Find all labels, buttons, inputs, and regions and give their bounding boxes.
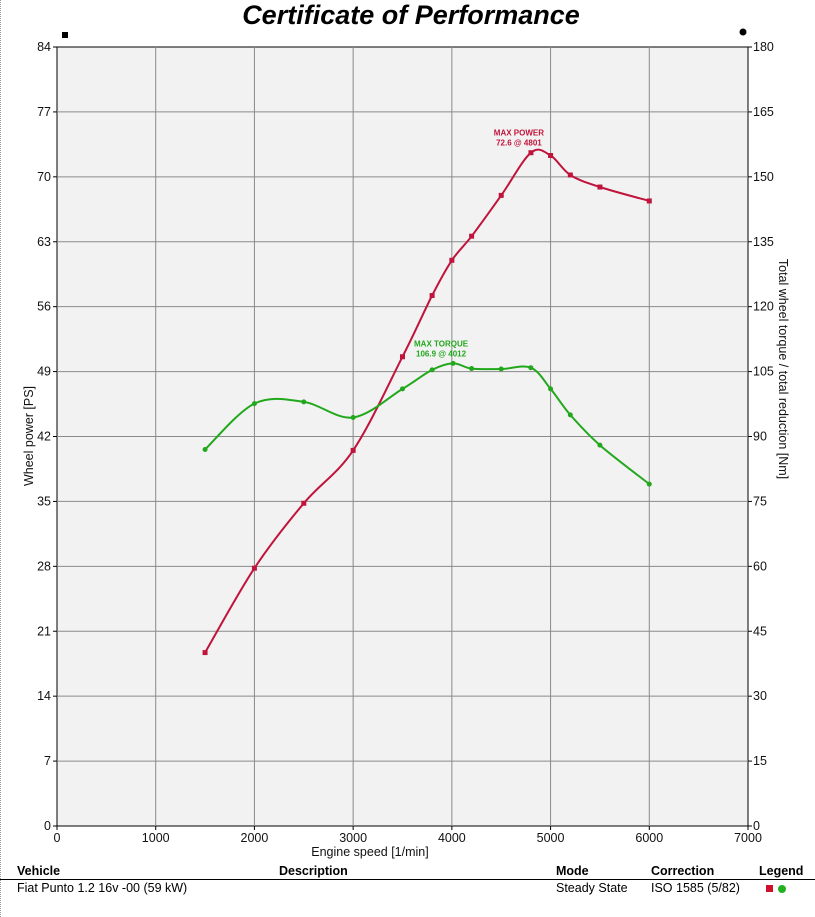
torque-data-point [597, 442, 603, 448]
power-data-point [498, 192, 504, 198]
y2-axis-ticks: 0 15 30 45 60 75 90 105 120 135 150 165 180 [748, 40, 774, 833]
y-tick-label: 70 [37, 170, 51, 184]
y2-tick-label: 105 [753, 365, 774, 379]
corner-square-marker [62, 32, 68, 38]
vehicle-header: Vehicle [17, 864, 61, 878]
info-divider [0, 879, 815, 880]
power-data-point [449, 257, 455, 263]
max-power-annotation-value: 72.6 @ 4801 [496, 139, 542, 148]
performance-chart: Certificate of Performance 0 1000 2000 3000… [22, 0, 790, 859]
power-data-point [350, 447, 356, 453]
y-axis-ticks: 0 7 14 21 28 35 42 49 56 63 70 77 84 [37, 40, 57, 833]
max-power-annotation-title: MAX POWER [494, 129, 544, 138]
y2-tick-label: 0 [753, 819, 760, 833]
x-tick-label: 4000 [438, 831, 466, 845]
x-axis-ticks: 0 1000 2000 3000 4000 5000 6000 7000 [54, 826, 762, 845]
y2-tick-label: 45 [753, 624, 767, 638]
y-axis-label: Wheel power [PS] [22, 386, 36, 486]
y2-tick-label: 180 [753, 40, 774, 54]
x-axis-label: Engine speed [1/min] [311, 845, 428, 859]
correction-value: ISO 1585 (5/82) [651, 881, 740, 895]
power-data-point [469, 233, 475, 239]
power-data-point [400, 354, 405, 360]
torque-legend-circle-icon [778, 884, 786, 893]
power-data-point [646, 198, 652, 204]
power-data-point [429, 293, 435, 299]
power-data-point [567, 172, 573, 178]
y2-tick-label: 165 [753, 105, 774, 119]
y-tick-label: 42 [37, 430, 51, 444]
y-tick-label: 63 [37, 235, 51, 249]
correction-header: Correction [651, 864, 715, 878]
power-data-point [597, 184, 603, 190]
legend-header: Legend [759, 864, 804, 878]
torque-data-point [400, 386, 405, 392]
y2-tick-label: 120 [753, 300, 774, 314]
vehicle-info-table: Vehicle Description Mode Correction Lege… [0, 862, 815, 902]
torque-data-point [498, 366, 504, 372]
y-tick-label: 84 [37, 40, 51, 54]
x-tick-label: 1000 [142, 831, 170, 845]
legend-marks [766, 881, 786, 895]
torque-data-point [567, 412, 573, 418]
y2-tick-label: 75 [753, 494, 767, 508]
y-tick-label: 7 [44, 754, 51, 768]
y-tick-label: 14 [37, 689, 51, 703]
y2-tick-label: 135 [753, 235, 774, 249]
torque-data-point [528, 365, 534, 371]
torque-data-point [548, 386, 554, 392]
torque-data-point [251, 401, 257, 407]
y-tick-label: 21 [37, 624, 51, 638]
torque-data-point [301, 399, 307, 405]
power-data-point [548, 153, 554, 159]
torque-data-point [350, 414, 356, 420]
torque-data-point [450, 360, 456, 366]
y2-tick-label: 30 [753, 689, 767, 703]
y-tick-label: 77 [37, 105, 51, 119]
x-tick-label: 7000 [734, 831, 762, 845]
power-data-point [202, 650, 208, 656]
max-torque-annotation-title: MAX TORQUE [414, 339, 469, 348]
y2-tick-label: 90 [753, 430, 767, 444]
y2-tick-label: 60 [753, 559, 767, 573]
mode-value: Steady State [556, 881, 628, 895]
y-tick-label: 49 [37, 365, 51, 379]
x-tick-label: 0 [54, 831, 61, 845]
series-group [202, 148, 652, 656]
torque-data-point [429, 367, 435, 373]
y2-axis-label: Total wheel torque / total reduction [Nm… [776, 259, 790, 479]
torque-data-point [202, 446, 208, 452]
description-header: Description [279, 864, 348, 878]
torque-data-point [469, 366, 475, 372]
y-tick-label: 28 [37, 559, 51, 573]
vehicle-value: Fiat Punto 1.2 16v -00 (59 kW) [17, 881, 188, 895]
y2-tick-label: 15 [753, 754, 767, 768]
corner-dot-marker [739, 28, 747, 36]
power-data-point [251, 565, 257, 571]
grid-lines [57, 47, 748, 826]
page-left-border [0, 0, 1, 917]
power-data-point [301, 500, 307, 506]
y-tick-label: 56 [37, 300, 51, 314]
max-torque-annotation-value: 106.9 @ 4012 [416, 349, 467, 358]
power-data-point [528, 150, 534, 156]
x-tick-label: 2000 [241, 831, 269, 845]
power-legend-square-icon [766, 885, 773, 893]
x-tick-label: 3000 [339, 831, 367, 845]
y2-tick-label: 150 [753, 170, 774, 184]
x-tick-label: 5000 [537, 831, 565, 845]
y-tick-label: 0 [44, 819, 51, 833]
x-tick-label: 6000 [635, 831, 663, 845]
chart-title: Certificate of Performance [242, 0, 580, 30]
y-tick-label: 35 [37, 494, 51, 508]
mode-header: Mode [556, 864, 589, 878]
torque-data-point [646, 481, 652, 487]
